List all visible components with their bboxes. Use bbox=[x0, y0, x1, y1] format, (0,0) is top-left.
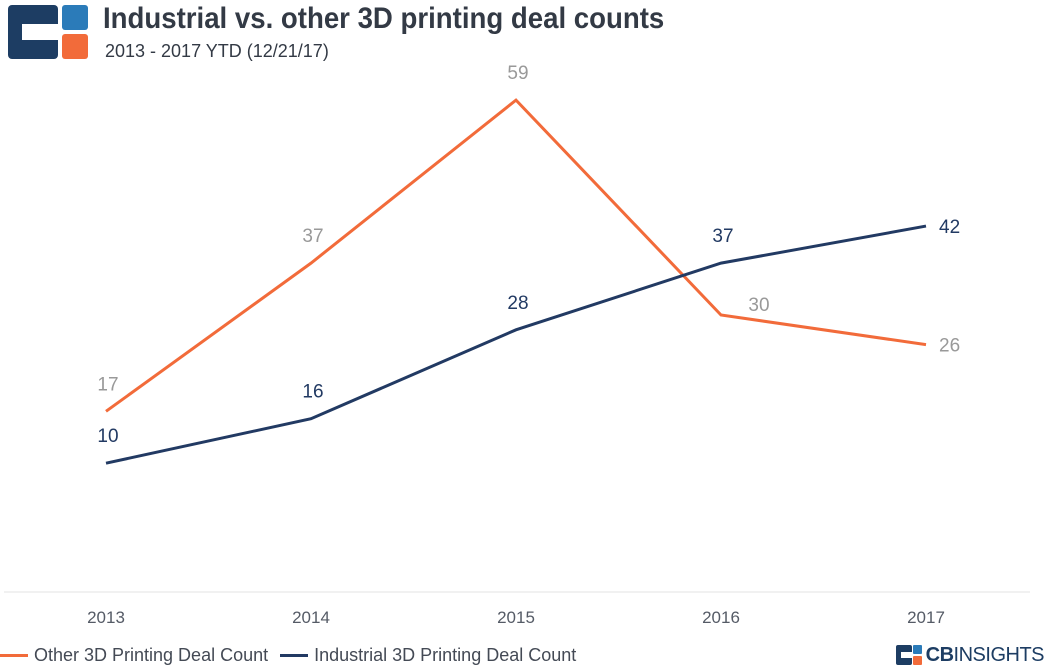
footer-brand: CBINSIGHTS bbox=[895, 641, 1045, 669]
chart-header: Industrial vs. other 3D printing deal co… bbox=[0, 0, 1054, 80]
data-label-other-2015: 59 bbox=[507, 63, 528, 84]
x-tick-label-2017: 2017 bbox=[907, 608, 945, 627]
legend-item-industrial: Industrial 3D Printing Deal Count bbox=[280, 645, 576, 666]
x-tick-label-2013: 2013 bbox=[87, 608, 125, 627]
chart-legend: Other 3D Printing Deal Count Industrial … bbox=[0, 641, 588, 669]
data-label-industrial-2016: 37 bbox=[712, 226, 733, 247]
x-tick-label-2016: 2016 bbox=[702, 608, 740, 627]
series-layer bbox=[105, 98, 927, 465]
brand-name-bold: CB bbox=[925, 643, 954, 666]
x-tick-label-2015: 2015 bbox=[497, 608, 535, 627]
legend-swatch-industrial bbox=[280, 653, 309, 657]
data-label-industrial-2015: 28 bbox=[507, 293, 528, 314]
data-label-other-2014: 37 bbox=[302, 226, 323, 247]
data-label-industrial-2017: 42 bbox=[939, 217, 960, 238]
series-line-other bbox=[105, 98, 927, 413]
data-label-layer: 17 37 59 30 26 10 16 28 37 42 bbox=[97, 63, 960, 447]
x-tick-labels: 2013 2014 2015 2016 2017 bbox=[87, 608, 945, 627]
series-line-industrial bbox=[105, 224, 927, 465]
data-label-other-2017: 26 bbox=[939, 336, 960, 357]
data-label-industrial-2013: 10 bbox=[97, 426, 118, 447]
cb-insights-logo-icon bbox=[8, 5, 88, 59]
data-label-other-2013: 17 bbox=[97, 374, 118, 395]
legend-swatch-other bbox=[0, 653, 28, 657]
data-label-industrial-2014: 16 bbox=[302, 382, 323, 403]
chart-title: Industrial vs. other 3D printing deal co… bbox=[103, 2, 665, 35]
x-tick-label-2014: 2014 bbox=[292, 608, 330, 627]
brand-name-light: INSIGHTS bbox=[953, 643, 1045, 666]
legend-item-other: Other 3D Printing Deal Count bbox=[0, 645, 268, 666]
footer-brand-text: CBINSIGHTS bbox=[925, 643, 1045, 667]
legend-label-other: Other 3D Printing Deal Count bbox=[34, 644, 269, 665]
data-label-other-2016: 30 bbox=[748, 295, 769, 316]
cb-insights-small-logo-icon bbox=[895, 645, 922, 665]
chart-subtitle: 2013 - 2017 YTD (12/21/17) bbox=[105, 41, 329, 61]
legend-label-industrial: Industrial 3D Printing Deal Count bbox=[314, 644, 577, 665]
